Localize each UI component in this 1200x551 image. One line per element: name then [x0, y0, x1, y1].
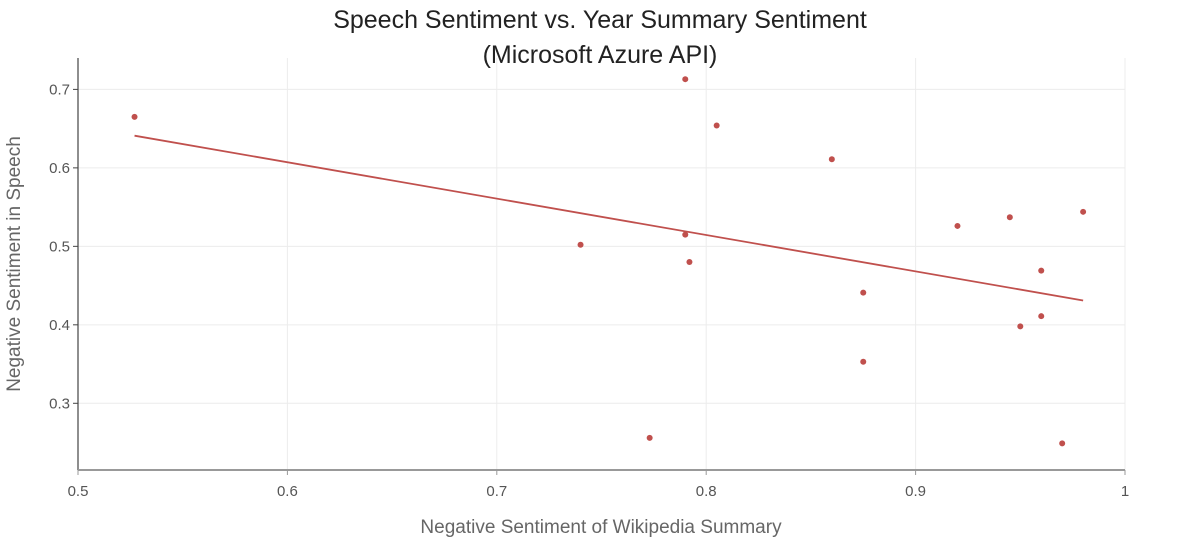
tick-labels: 0.5 0.6 0.7 0.8 0.9 1 0.3 0.4 0.5 0.6 0.7: [49, 81, 1129, 500]
data-point[interactable]: [713, 122, 720, 129]
x-axis-title: Negative Sentiment of Wikipedia Summary: [420, 517, 782, 538]
data-point[interactable]: [682, 231, 689, 238]
data-point[interactable]: [1038, 313, 1045, 320]
chart-title-line-2: (Microsoft Azure API): [483, 41, 718, 69]
y-tick-label: 0.3: [49, 395, 70, 412]
data-point[interactable]: [1038, 267, 1045, 274]
data-point[interactable]: [1059, 440, 1066, 447]
axes: [73, 58, 1126, 475]
trendline-group: [134, 134, 1084, 302]
data-point[interactable]: [828, 156, 835, 163]
data-point[interactable]: [860, 358, 867, 365]
x-tick-label: 0.6: [277, 483, 298, 500]
y-axis-title: Negative Sentiment in Speech: [4, 136, 25, 392]
y-tick-label: 0.6: [49, 160, 70, 177]
chart-title-line-1: Speech Sentiment vs. Year Summary Sentim…: [333, 6, 867, 34]
trendline: [134, 134, 1084, 302]
data-point[interactable]: [646, 434, 653, 441]
x-tick-label: 0.7: [486, 483, 507, 500]
data-points: [131, 76, 1087, 447]
data-point[interactable]: [131, 113, 138, 120]
x-tick-label: 1: [1121, 483, 1129, 500]
data-point[interactable]: [686, 259, 693, 266]
y-tick-label: 0.7: [49, 81, 70, 98]
x-tick-label: 0.5: [68, 483, 89, 500]
y-tick-label: 0.5: [49, 238, 70, 255]
x-tick-label: 0.8: [696, 483, 717, 500]
data-point[interactable]: [682, 76, 689, 83]
y-tick-label: 0.4: [49, 317, 70, 334]
data-point[interactable]: [1017, 323, 1024, 330]
data-point[interactable]: [1080, 208, 1087, 215]
grid-lines: [78, 58, 1126, 470]
data-point[interactable]: [860, 289, 867, 296]
data-point[interactable]: [577, 241, 584, 248]
x-tick-label: 0.9: [905, 483, 926, 500]
data-point[interactable]: [1006, 214, 1013, 221]
data-point[interactable]: [954, 222, 961, 229]
